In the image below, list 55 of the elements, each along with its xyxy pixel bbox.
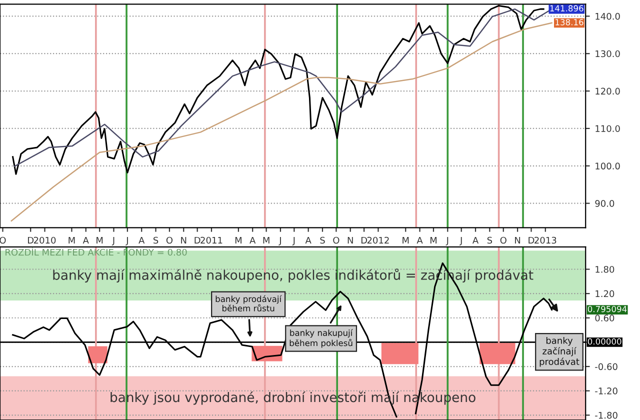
x-tick-label: N	[348, 236, 353, 244]
x-tick-label: M	[68, 236, 75, 244]
x-tick-label: A	[138, 236, 145, 244]
y-tick-label: 140.0	[596, 12, 620, 20]
x-tick-label: N	[515, 236, 520, 244]
x-tick-label: N	[181, 236, 186, 244]
x-tick-label: J	[112, 236, 114, 246]
y-tick-label: -1.80	[595, 412, 618, 419]
y-tick-label: 1.20	[596, 290, 614, 298]
x-tick-label: S	[320, 236, 325, 244]
x-tick-label: J	[446, 236, 448, 246]
annotation: banky prodávají během růstu	[216, 295, 282, 312]
x-tick-label: S	[153, 236, 158, 244]
x-tick-label: J	[126, 236, 128, 246]
annotation: 138.16	[556, 19, 584, 26]
x-tick-label: M	[402, 236, 409, 244]
x-tick-label: A	[472, 236, 479, 244]
x-tick-label: D	[28, 236, 34, 244]
x-tick-label: 2012	[367, 236, 389, 244]
x-tick-label: J	[460, 236, 462, 246]
annotation: 141.896	[550, 5, 584, 12]
y-tick-label: 90.0	[595, 200, 614, 207]
x-tick-label: O	[0, 236, 6, 244]
x-tick-label: 2010	[34, 236, 56, 244]
y-tick-label: -1.20	[595, 388, 618, 394]
x-tick-label: O	[166, 236, 173, 244]
y-tick-label: 100.0	[596, 162, 620, 170]
x-tick-label: M	[235, 236, 242, 244]
x-tick-label: D	[194, 236, 200, 244]
text: 0.795094	[588, 306, 627, 312]
annotation: banky nakupují během poklesů	[290, 329, 353, 348]
x-tick-label: 2011	[200, 236, 222, 244]
x-tick-label: S	[487, 236, 492, 244]
x-tick-label: O	[500, 236, 506, 244]
y-tick-label: 1.80	[596, 266, 614, 273]
y-tick-label: 0.60	[595, 314, 614, 322]
x-tick-label: A	[305, 236, 312, 244]
x-tick-label: M	[96, 236, 103, 244]
annotation: banky začínají prodávat	[540, 336, 580, 367]
x-tick-label: J	[278, 236, 281, 246]
x-tick-label: D	[528, 236, 534, 244]
x-tick-label: M	[430, 236, 437, 244]
x-tick-label: J	[292, 236, 295, 246]
y-tick-label: -0.60	[595, 363, 618, 370]
y-tick-label: 130.0	[596, 50, 620, 58]
x-tick-label: O	[333, 236, 340, 244]
y-tick-label: 110.0	[596, 125, 620, 132]
x-tick-label: D	[361, 236, 367, 244]
x-tick-label: A	[82, 236, 89, 244]
x-tick-label: 2013	[534, 236, 556, 244]
x-tick-label: A	[250, 236, 256, 244]
x-tick-label: M	[263, 236, 270, 244]
y-tick-label: 120.0	[596, 88, 620, 95]
x-tick-label: A	[416, 236, 423, 244]
ref-line-label: 0.00000	[588, 338, 622, 345]
